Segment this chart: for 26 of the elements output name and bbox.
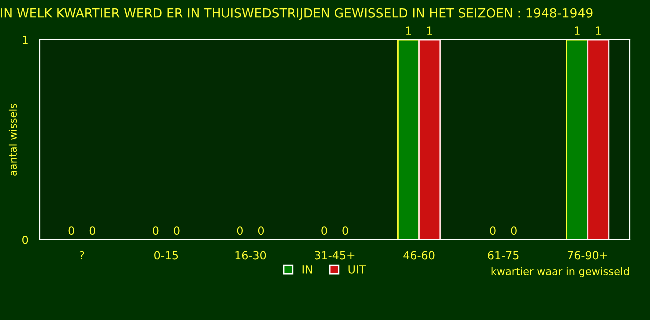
data-label: 0 — [90, 226, 96, 236]
data-label: 0 — [258, 226, 264, 236]
data-label: 0 — [237, 226, 243, 236]
x-tick-label: 16-30 — [236, 251, 266, 260]
x-tick-label: 0-15 — [154, 251, 178, 260]
data-label: 1 — [596, 26, 601, 35]
legend-label: UIT — [348, 266, 366, 274]
data-label: 0 — [174, 226, 180, 236]
y-axis-title: aantal wissels — [8, 104, 18, 176]
data-label: 1 — [575, 26, 580, 35]
x-tick-label: 61-75 — [488, 251, 519, 260]
data-label: 0 — [68, 226, 74, 236]
chart-title: IN WELK KWARTIER WERD ER IN THUISWEDSTRIJDEN GEWISSELD IN HET SEIZOEN : 1948-1949 — [1, 8, 593, 20]
data-label: 1 — [406, 26, 412, 35]
x-tick-label: 46-60 — [404, 251, 435, 260]
x-tick-label: ? — [80, 251, 84, 260]
data-label: 0 — [322, 226, 328, 236]
data-label: 1 — [428, 26, 432, 35]
x-tick-label: 31-45+ — [315, 251, 355, 260]
data-label: 0 — [511, 226, 517, 236]
data-label: 0 — [342, 226, 348, 236]
data-label: 0 — [153, 226, 159, 236]
x-axis-title: kwartier waar in gewisseld — [492, 267, 630, 278]
data-label: 0 — [490, 226, 496, 236]
x-tick-label: 76-90+ — [568, 251, 608, 260]
legend-label: IN — [302, 266, 312, 274]
